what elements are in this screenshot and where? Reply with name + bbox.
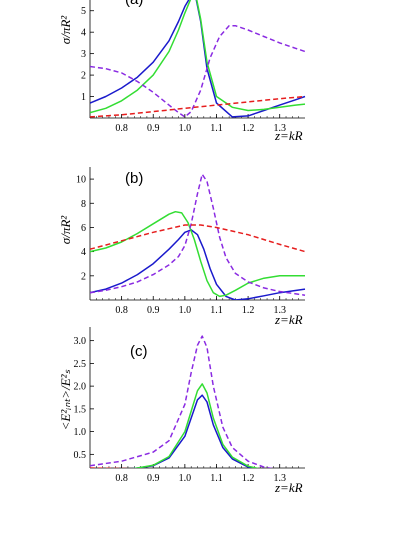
x-tick-label: 0.8: [115, 473, 128, 484]
series-line-0: [90, 229, 306, 300]
y-axis-label: σ/πR²: [58, 215, 73, 244]
panel-1: 0.8 0.9 1.0 1.1 1.2 1.3 2 4 6 8 10 (b) σ/πR² z=kR: [58, 167, 306, 327]
x-tick-label: 1.1: [210, 473, 223, 484]
series-line-3: [90, 95, 306, 118]
x-tick-label: 1.1: [210, 305, 223, 316]
x-tick-label: 1.1: [210, 123, 223, 134]
panel-label: (a): [125, 0, 143, 8]
y-axis-label: σ/πR²: [58, 15, 73, 44]
y-tick-label: 2.0: [74, 382, 87, 393]
x-tick-label: 0.9: [147, 473, 160, 484]
x-tick-label: 1.2: [242, 305, 255, 316]
panel-label: (b): [125, 170, 143, 187]
y-tick-label: 3.0: [74, 336, 87, 347]
x-tick-label: 1.0: [179, 473, 192, 484]
x-tick-label: 1.2: [242, 123, 255, 134]
series-line-3: [90, 224, 306, 253]
y-axis-label: <E²ᵢₙₜ>/E²ₛ: [58, 369, 73, 430]
x-tick-label: 1.0: [179, 123, 192, 134]
y-tick-label: 1.0: [74, 427, 87, 438]
y-tick-label: 5: [81, 6, 86, 17]
y-tick-label: 4: [81, 247, 86, 258]
series-line-0: [90, 0, 306, 118]
x-tick-label: 1.2: [242, 473, 255, 484]
x-axis-label: z=kR: [274, 312, 303, 327]
y-tick-label: 6: [81, 223, 86, 234]
panel-2: 0.8 0.9 1.0 1.1 1.2 1.3 0.5 1.0 1.5 2.0 2.5 3.0 (c) <…: [58, 327, 305, 495]
x-tick-label: 1.3: [273, 473, 286, 484]
x-tick-label: 0.8: [115, 123, 128, 134]
series-line-2: [90, 335, 274, 468]
series-line-3: [90, 467, 131, 468]
x-tick-label: 1.3: [273, 123, 286, 134]
x-tick-label: 0.9: [147, 305, 160, 316]
series-line-2: [90, 24, 306, 118]
series-line-1: [90, 210, 305, 298]
x-axis-label: z=kR: [274, 480, 303, 495]
y-tick-label: 0.5: [74, 450, 87, 461]
series-line-1: [90, 0, 306, 114]
chart-panels: 0.80.91.01.11.21.312345(a)σ/πR²z=kR0.80.…: [58, 0, 306, 495]
y-tick-label: 4: [81, 28, 86, 39]
panel-label: (c): [130, 343, 148, 360]
y-tick-label: 2: [81, 71, 86, 82]
panel-0: 0.8 0.9 1.0 1.1 1.2 1.3 1 2 3 4 5 (a) σ/πR² z=kR: [58, 0, 306, 143]
series-line-2: [90, 173, 306, 296]
y-tick-label: 8: [81, 199, 86, 210]
y-tick-label: 10: [76, 175, 86, 186]
series-line-1: [132, 383, 260, 468]
y-tick-label: 2.5: [74, 359, 87, 370]
series-line-0: [132, 394, 258, 468]
x-axis-label: z=kR: [274, 128, 303, 143]
x-tick-label: 0.8: [115, 305, 128, 316]
y-tick-label: 2: [81, 271, 86, 282]
y-tick-label: 3: [81, 49, 86, 60]
y-tick-label: 1.5: [74, 404, 87, 415]
x-tick-label: 0.9: [147, 123, 160, 134]
x-tick-label: 1.3: [273, 305, 286, 316]
x-tick-label: 1.0: [179, 305, 192, 316]
y-tick-label: 1: [81, 92, 86, 103]
